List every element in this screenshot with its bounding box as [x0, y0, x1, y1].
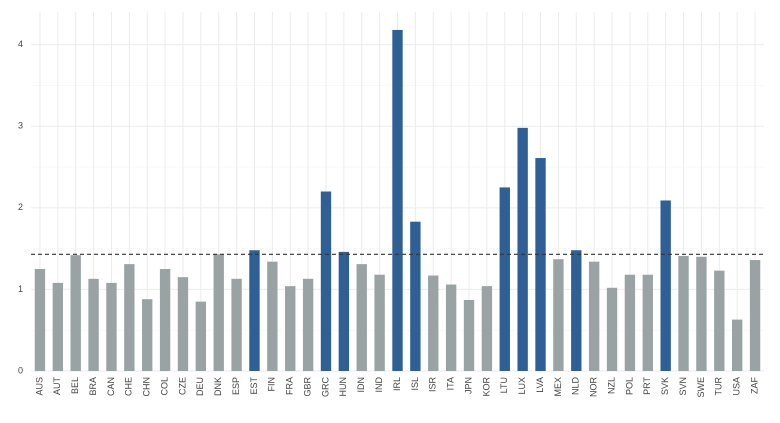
bar: [714, 270, 725, 371]
bar: [553, 259, 564, 371]
bar: [392, 29, 403, 371]
x-tick-label: GRC: [320, 377, 330, 398]
bar: [642, 274, 653, 371]
y-tick-label: 3: [18, 121, 23, 131]
bar: [660, 200, 671, 371]
bar: [106, 282, 117, 371]
bar: [445, 284, 457, 371]
bar: [678, 255, 689, 371]
x-tick-label: GBR: [302, 377, 312, 397]
bar: [320, 191, 332, 371]
bar: [731, 319, 743, 371]
y-tick-label: 1: [18, 284, 23, 294]
y-tick-label: 4: [18, 39, 23, 49]
bar: [142, 299, 153, 371]
x-tick-label: ESP: [231, 377, 241, 395]
bar: [52, 282, 64, 371]
x-tick-label: CHN: [142, 377, 152, 397]
x-tick-label: LTU: [499, 377, 509, 393]
x-tick-label: FRA: [285, 377, 295, 395]
x-tick-label: ITA: [446, 377, 456, 390]
bar: [410, 221, 421, 371]
x-tick-label: EST: [249, 377, 259, 395]
x-tick-label: ISL: [410, 377, 420, 391]
x-tick-label: SWE: [696, 377, 706, 398]
bar: [88, 278, 99, 371]
x-tick-label: BRA: [88, 377, 98, 396]
x-tick-label: KOR: [481, 377, 491, 397]
x-tick-label: NZL: [606, 377, 616, 394]
x-tick-label: SVK: [660, 377, 670, 395]
x-tick-label: FIN: [267, 377, 277, 392]
x-tick-label: CAN: [106, 377, 116, 396]
bar: [338, 251, 350, 371]
bar: [356, 264, 367, 371]
bar: [624, 274, 636, 371]
x-tick-label: BEL: [70, 377, 80, 394]
bar: [499, 187, 510, 371]
bar: [463, 300, 475, 371]
x-tick-label: HUN: [338, 377, 348, 397]
x-tick-label: SVN: [678, 377, 688, 396]
bar: [517, 127, 528, 371]
y-tick-label: 0: [18, 365, 23, 375]
x-tick-label: IRL: [392, 377, 402, 391]
x-tick-label: TUR: [714, 377, 724, 396]
bar: [267, 261, 278, 371]
x-tick-label: ISR: [428, 377, 438, 393]
bar: [696, 256, 707, 371]
bar: [571, 250, 582, 371]
x-tick-label: AUS: [34, 377, 44, 396]
x-tick-label: MEX: [553, 377, 563, 397]
x-tick-label: COL: [159, 377, 169, 396]
x-tick-label: PRT: [642, 377, 652, 395]
bar: [606, 287, 618, 371]
bar: [285, 286, 296, 371]
bar: [34, 269, 46, 371]
bar: [231, 278, 242, 371]
bar: [213, 254, 224, 371]
x-tick-label: CHE: [124, 377, 134, 396]
x-tick-label: NOR: [589, 377, 599, 398]
x-tick-label: IDN: [356, 377, 366, 393]
x-tick-label: DEU: [195, 377, 205, 396]
x-tick-label: JPN: [463, 377, 473, 394]
bar: [249, 250, 260, 371]
y-tick-label: 2: [18, 202, 23, 212]
bar: [749, 260, 761, 371]
x-tick-label: ZAF: [749, 376, 759, 394]
bar: [302, 278, 314, 371]
bar: [374, 274, 385, 371]
x-tick-label: USA: [732, 377, 742, 396]
bar: [588, 261, 600, 371]
bar: [124, 264, 135, 371]
x-tick-label: LVA: [535, 377, 545, 393]
bar: [159, 269, 171, 371]
bar: [70, 255, 81, 371]
bar: [195, 301, 207, 371]
bar: [177, 277, 189, 371]
x-tick-label: LUX: [517, 377, 527, 395]
x-tick-label: DNK: [213, 377, 223, 396]
x-tick-label: IND: [374, 377, 384, 393]
bar: [481, 286, 493, 371]
x-tick-label: POL: [624, 377, 634, 395]
bar: [535, 158, 546, 371]
x-tick-label: AUT: [52, 376, 62, 395]
x-tick-label: NLD: [571, 377, 581, 396]
x-tick-label: CZE: [177, 377, 187, 395]
bar: [428, 275, 439, 371]
